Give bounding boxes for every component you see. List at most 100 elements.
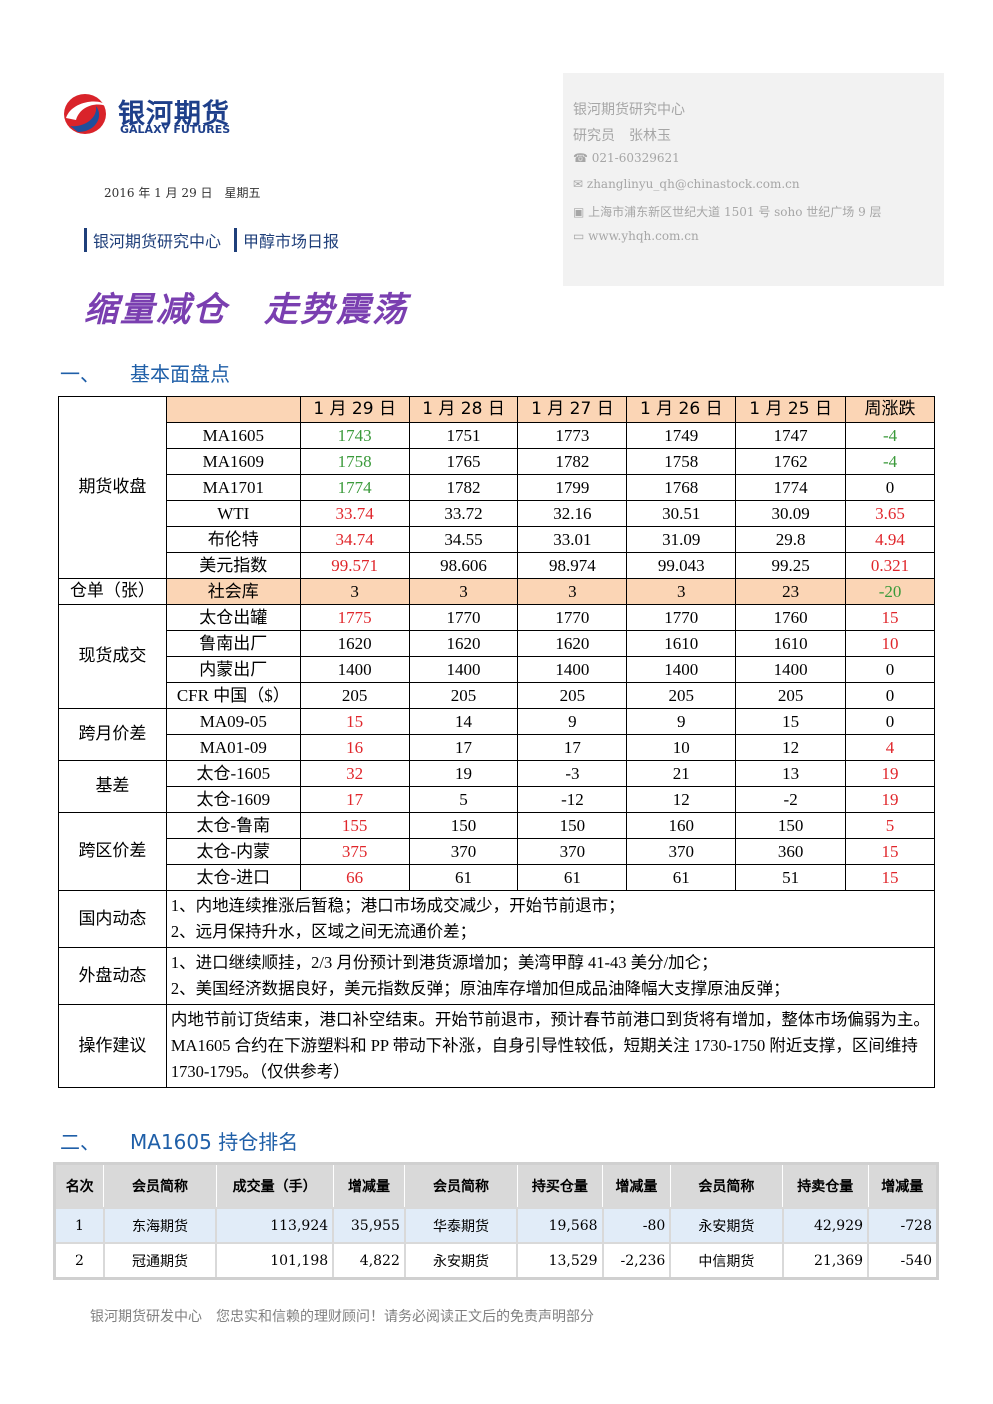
value-cell: 1620 — [408, 630, 519, 657]
row-name: MA1605 — [165, 422, 301, 449]
row-name: 鲁南出厂 — [165, 630, 301, 657]
logo-cn: 银河期货 — [118, 99, 230, 130]
value-cell: 15 — [845, 838, 935, 865]
value-cell: 14 — [408, 708, 519, 735]
value-cell: 4 — [845, 734, 935, 761]
group-label: 跨月价差 — [58, 708, 167, 761]
value-cell: 1400 — [735, 656, 847, 683]
data-row: MA1609 1758 1765 1782 1758 1762 -4 — [59, 448, 935, 475]
value-cell: 370 — [517, 838, 628, 865]
cell: 19,568 — [516, 1207, 604, 1244]
value-cell: 23 — [735, 578, 847, 605]
note-line: 2、远月保持升水，区域之间无流通价差； — [170, 922, 477, 941]
header-cell — [165, 396, 301, 423]
value-cell: 15 — [845, 864, 935, 891]
value-cell: 66 — [299, 864, 410, 891]
value-cell: 61 — [408, 864, 519, 891]
value-cell: 15 — [299, 708, 410, 735]
note-line: 内地节前订货结束，港口补空结束。开始节前退市，预计春节前港口到货将有增加，整体市… — [170, 1010, 930, 1081]
web: www.yhqh.com.cn — [588, 229, 699, 243]
column-header: 会员简称 — [404, 1163, 518, 1209]
value-cell: 15 — [845, 604, 935, 631]
row-name: 太仓-内蒙 — [165, 838, 301, 865]
column-header: 会员简称 — [669, 1163, 784, 1209]
note-text: 内地节前订货结束，港口补空结束。开始节前退市，预计春节前港口到货将有增加，整体市… — [165, 1004, 936, 1088]
logo-mark — [64, 94, 106, 134]
value-cell: 1751 — [408, 422, 519, 449]
value-cell: 10 — [845, 630, 935, 657]
report-name: 甲醇市场日报 — [234, 228, 339, 252]
data-row: WTI 33.74 33.72 32.16 30.51 30.09 3.65 — [59, 500, 935, 527]
value-cell: 3.65 — [845, 500, 935, 527]
contact-org: 银河期货研究中心 — [573, 102, 685, 118]
cell: 永安期货 — [669, 1207, 784, 1244]
value-cell: 1758 — [626, 448, 737, 475]
column-header: 1 月 26 日 — [626, 396, 737, 423]
address: 上海市浦东新区世纪大道 1501 号 soho 世纪广场 9 层 — [588, 205, 882, 219]
data-row: MA1701 1774 1782 1799 1768 1774 0 — [59, 474, 935, 501]
data-row: CFR 中国（$） 205 205 205 205 205 0 — [59, 682, 935, 709]
value-cell: 155 — [299, 812, 410, 839]
value-cell: 31.09 — [626, 526, 737, 553]
value-cell: 30.51 — [626, 500, 737, 527]
value-cell: 205 — [408, 682, 519, 709]
value-cell: 34.74 — [299, 526, 410, 553]
value-cell: 360 — [735, 838, 847, 865]
row-name: 太仓-1609 — [165, 786, 301, 813]
value-cell: 61 — [517, 864, 628, 891]
cell: 永安期货 — [403, 1242, 519, 1280]
value-cell: 1610 — [626, 630, 737, 657]
cell: -80 — [601, 1207, 672, 1244]
value-cell: 375 — [299, 838, 410, 865]
cell: 4,822 — [332, 1242, 406, 1280]
cell: -728 — [867, 1207, 939, 1244]
value-cell: 370 — [626, 838, 737, 865]
value-cell: 5 — [845, 812, 935, 839]
value-cell: 1400 — [408, 656, 519, 683]
note-label: 外盘动态 — [58, 947, 167, 1005]
value-cell: 9 — [517, 708, 628, 735]
value-cell: 1770 — [517, 604, 628, 631]
data-row: 布伦特 34.74 34.55 33.01 31.09 29.8 4.94 — [59, 526, 935, 553]
row-name: MA09-05 — [165, 708, 301, 735]
value-cell: 205 — [299, 682, 410, 709]
data-row: MA1605 1743 1751 1773 1749 1747 -4 — [59, 422, 935, 449]
value-cell: 32 — [299, 760, 410, 787]
value-cell: 99.571 — [299, 552, 410, 579]
value-cell: 33.72 — [408, 500, 519, 527]
phone: 021-60329621 — [591, 151, 680, 165]
row-name: 社会库 — [165, 578, 301, 605]
value-cell: 16 — [299, 734, 410, 761]
row-name: 太仓-1605 — [165, 760, 301, 787]
value-cell: 13 — [735, 760, 847, 787]
row-name: 布伦特 — [165, 526, 301, 553]
value-cell: 30.09 — [735, 500, 847, 527]
column-header: 成交量（手） — [215, 1163, 334, 1209]
column-header: 持卖仓量 — [782, 1163, 869, 1209]
data-row: 1 东海期货 113,924 35,955 华泰期货 19,568 -80 永安期货 42,92… — [53, 1207, 939, 1244]
cell: 2 — [53, 1242, 105, 1280]
column-header: 周涨跌 — [845, 396, 935, 423]
data-row: 美元指数 99.571 98.606 98.974 99.043 99.25 0.321 — [59, 552, 935, 579]
data-row: 太仓-1609 17 5 -12 12 -2 19 — [59, 786, 935, 813]
contact-web: ▭ www.yhqh.com.cn — [573, 229, 699, 243]
column-header: 会员简称 — [103, 1163, 217, 1209]
cell: 35,955 — [332, 1207, 406, 1244]
value-cell: 3 — [626, 578, 737, 605]
value-cell: 19 — [845, 786, 935, 813]
value-cell: 99.25 — [735, 552, 847, 579]
value-cell: 9 — [626, 708, 737, 735]
value-cell: 12 — [735, 734, 847, 761]
value-cell: 1799 — [517, 474, 628, 501]
cell: 42,929 — [781, 1207, 870, 1244]
dept: 银河期货研究中心 — [84, 228, 221, 252]
value-cell: -3 — [517, 760, 628, 787]
value-cell: 1782 — [517, 448, 628, 475]
value-cell: 0.321 — [845, 552, 935, 579]
value-cell: 5 — [408, 786, 519, 813]
value-cell: 19 — [408, 760, 519, 787]
cell: 中信期货 — [669, 1242, 784, 1280]
